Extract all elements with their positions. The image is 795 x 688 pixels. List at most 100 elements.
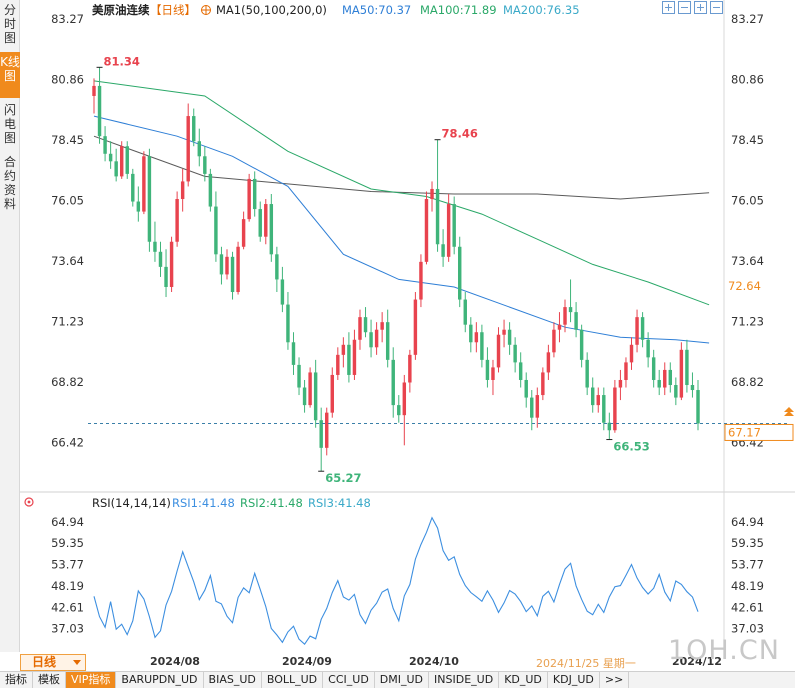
candle-body[interactable] bbox=[424, 199, 429, 262]
candle-body[interactable] bbox=[651, 357, 656, 380]
candle-body[interactable] bbox=[435, 188, 440, 245]
candle-body[interactable] bbox=[330, 374, 334, 413]
candle-body[interactable] bbox=[507, 329, 512, 345]
candle-body[interactable] bbox=[131, 173, 135, 202]
candle-body[interactable] bbox=[275, 254, 279, 280]
candle-body[interactable] bbox=[696, 390, 700, 424]
rsi-settings-icon[interactable] bbox=[24, 497, 34, 507]
candle-body[interactable] bbox=[297, 364, 301, 388]
candle-body[interactable] bbox=[203, 156, 207, 174]
candle-body[interactable] bbox=[502, 329, 506, 335]
candle-body[interactable] bbox=[158, 251, 163, 267]
candle-body[interactable] bbox=[197, 141, 202, 157]
candle-body[interactable] bbox=[397, 405, 401, 416]
candle-body[interactable] bbox=[480, 332, 484, 360]
candle-body[interactable] bbox=[164, 266, 168, 287]
candle-body[interactable] bbox=[325, 412, 329, 448]
candle-body[interactable] bbox=[474, 332, 479, 343]
candle-body[interactable] bbox=[496, 334, 501, 368]
candle-body[interactable] bbox=[458, 246, 462, 300]
toolbar-item-templates[interactable]: 模板 bbox=[33, 672, 66, 688]
candle-body[interactable] bbox=[286, 304, 290, 343]
candle-body[interactable] bbox=[491, 367, 495, 380]
candle-body[interactable] bbox=[463, 299, 467, 325]
period-selector[interactable]: 日线 bbox=[20, 654, 86, 671]
candle-body[interactable] bbox=[319, 420, 323, 448]
expand-icon[interactable] bbox=[694, 1, 707, 14]
candle-body[interactable] bbox=[114, 161, 118, 177]
candle-body[interactable] bbox=[513, 344, 517, 363]
candle-body[interactable] bbox=[147, 156, 152, 242]
target-icon[interactable] bbox=[201, 5, 211, 15]
candle-body[interactable] bbox=[269, 204, 274, 255]
candle-body[interactable] bbox=[618, 379, 623, 388]
candle-body[interactable] bbox=[535, 395, 540, 418]
candle-body[interactable] bbox=[518, 362, 523, 380]
candle-body[interactable] bbox=[590, 387, 595, 406]
candle-body[interactable] bbox=[308, 372, 312, 406]
candle-body[interactable] bbox=[596, 395, 600, 406]
candle-body[interactable] bbox=[635, 317, 639, 345]
candle-body[interactable] bbox=[103, 136, 107, 154]
candle-body[interactable] bbox=[208, 173, 213, 207]
candle-body[interactable] bbox=[607, 422, 612, 431]
candle-body[interactable] bbox=[546, 352, 551, 373]
candle-body[interactable] bbox=[302, 387, 307, 406]
toolbar-item-indicators[interactable]: 指标 bbox=[0, 672, 33, 688]
tab-kline-chart[interactable]: K线图 bbox=[0, 52, 20, 98]
candle-body[interactable] bbox=[252, 178, 257, 210]
candle-body[interactable] bbox=[541, 372, 545, 396]
toolbar-item-kd[interactable]: KD_UD bbox=[499, 672, 548, 688]
candle-body[interactable] bbox=[613, 387, 617, 431]
candle-body[interactable] bbox=[347, 344, 351, 375]
candle-body[interactable] bbox=[153, 241, 157, 252]
tab-intraday-chart[interactable]: 分时图 bbox=[3, 3, 16, 45]
candle-body[interactable] bbox=[258, 209, 262, 237]
candle-body[interactable] bbox=[186, 116, 190, 182]
candle-body[interactable] bbox=[341, 344, 346, 355]
candle-body[interactable] bbox=[192, 116, 196, 142]
candle-body[interactable] bbox=[108, 153, 113, 162]
fullscreen-icon[interactable] bbox=[710, 1, 723, 14]
tab-flash-chart[interactable]: 闪电图 bbox=[3, 103, 16, 145]
candle-body[interactable] bbox=[402, 382, 407, 416]
candle-body[interactable] bbox=[313, 372, 318, 421]
candle-body[interactable] bbox=[690, 385, 695, 391]
candle-body[interactable] bbox=[219, 254, 224, 275]
candle-body[interactable] bbox=[674, 385, 678, 398]
candle-body[interactable] bbox=[441, 244, 445, 257]
candle-body[interactable] bbox=[380, 322, 384, 330]
candle-body[interactable] bbox=[352, 339, 357, 375]
candle-body[interactable] bbox=[230, 256, 235, 293]
candle-body[interactable] bbox=[579, 329, 584, 360]
candle-body[interactable] bbox=[585, 359, 589, 388]
candle-body[interactable] bbox=[679, 349, 684, 398]
candle-body[interactable] bbox=[169, 241, 174, 287]
candle-body[interactable] bbox=[557, 324, 562, 330]
toolbar-item-boll[interactable]: BOLL_UD bbox=[262, 672, 324, 688]
zoom-out-icon[interactable] bbox=[678, 1, 691, 14]
candle-body[interactable] bbox=[646, 339, 650, 358]
candlestick-series[interactable] bbox=[92, 67, 700, 472]
candle-body[interactable] bbox=[92, 85, 96, 96]
toolbar-item-bias[interactable]: BIAS_UD bbox=[204, 672, 262, 688]
toolbar-item-vip[interactable]: VIP指标 bbox=[66, 672, 117, 688]
toolbar-item-more[interactable]: >> bbox=[600, 672, 630, 688]
candle-body[interactable] bbox=[413, 299, 418, 355]
zoom-in-icon[interactable] bbox=[662, 1, 675, 14]
candle-body[interactable] bbox=[663, 369, 667, 388]
candle-body[interactable] bbox=[485, 359, 490, 380]
candle-body[interactable] bbox=[446, 204, 451, 257]
price-panel[interactable] bbox=[88, 0, 724, 492]
candle-body[interactable] bbox=[624, 362, 628, 380]
tab-contract-info[interactable]: 合约资料 bbox=[3, 155, 16, 211]
candle-body[interactable] bbox=[175, 199, 179, 242]
candle-body[interactable] bbox=[524, 379, 528, 398]
candle-body[interactable] bbox=[563, 307, 567, 325]
candle-body[interactable] bbox=[430, 188, 434, 200]
candle-body[interactable] bbox=[241, 219, 246, 247]
candle-body[interactable] bbox=[668, 369, 673, 386]
candle-body[interactable] bbox=[236, 246, 240, 293]
candle-body[interactable] bbox=[358, 317, 362, 340]
